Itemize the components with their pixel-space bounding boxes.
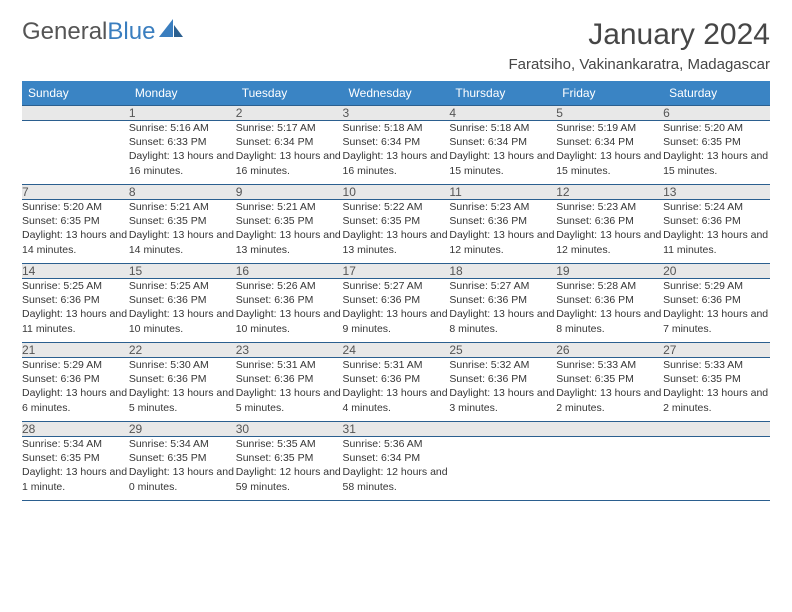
day-detail: Sunrise: 5:24 AMSunset: 6:36 PMDaylight:… xyxy=(663,200,770,264)
day-detail: Sunrise: 5:31 AMSunset: 6:36 PMDaylight:… xyxy=(236,358,343,422)
day-detail: Sunrise: 5:33 AMSunset: 6:35 PMDaylight:… xyxy=(663,358,770,422)
day-number: 26 xyxy=(556,343,663,358)
day-header-row: Sunday Monday Tuesday Wednesday Thursday… xyxy=(22,81,770,106)
day-header: Wednesday xyxy=(343,81,450,106)
day-number: 30 xyxy=(236,422,343,437)
day-detail: Sunrise: 5:34 AMSunset: 6:35 PMDaylight:… xyxy=(129,437,236,501)
day-number: 9 xyxy=(236,185,343,200)
day-number: 6 xyxy=(663,106,770,121)
day-header: Saturday xyxy=(663,81,770,106)
day-detail: Sunrise: 5:28 AMSunset: 6:36 PMDaylight:… xyxy=(556,279,663,343)
day-number: 31 xyxy=(343,422,450,437)
day-detail: Sunrise: 5:29 AMSunset: 6:36 PMDaylight:… xyxy=(22,358,129,422)
day-number xyxy=(449,422,556,437)
day-number: 25 xyxy=(449,343,556,358)
day-number: 5 xyxy=(556,106,663,121)
day-detail xyxy=(449,437,556,501)
day-detail: Sunrise: 5:19 AMSunset: 6:34 PMDaylight:… xyxy=(556,121,663,185)
day-number xyxy=(22,106,129,121)
day-detail: Sunrise: 5:21 AMSunset: 6:35 PMDaylight:… xyxy=(129,200,236,264)
day-detail: Sunrise: 5:34 AMSunset: 6:35 PMDaylight:… xyxy=(22,437,129,501)
day-detail: Sunrise: 5:20 AMSunset: 6:35 PMDaylight:… xyxy=(22,200,129,264)
day-header: Tuesday xyxy=(236,81,343,106)
day-number: 16 xyxy=(236,264,343,279)
day-detail: Sunrise: 5:25 AMSunset: 6:36 PMDaylight:… xyxy=(22,279,129,343)
day-number: 27 xyxy=(663,343,770,358)
logo: GeneralBlue xyxy=(22,18,185,46)
day-number: 20 xyxy=(663,264,770,279)
daynum-row: 78910111213 xyxy=(22,185,770,200)
day-number: 28 xyxy=(22,422,129,437)
day-detail: Sunrise: 5:26 AMSunset: 6:36 PMDaylight:… xyxy=(236,279,343,343)
day-detail xyxy=(556,437,663,501)
day-detail: Sunrise: 5:31 AMSunset: 6:36 PMDaylight:… xyxy=(343,358,450,422)
day-number: 22 xyxy=(129,343,236,358)
day-detail: Sunrise: 5:27 AMSunset: 6:36 PMDaylight:… xyxy=(343,279,450,343)
day-detail xyxy=(22,121,129,185)
calendar-table: Sunday Monday Tuesday Wednesday Thursday… xyxy=(22,81,770,501)
day-number: 13 xyxy=(663,185,770,200)
day-number: 11 xyxy=(449,185,556,200)
detail-row: Sunrise: 5:29 AMSunset: 6:36 PMDaylight:… xyxy=(22,358,770,422)
day-number: 10 xyxy=(343,185,450,200)
day-header: Monday xyxy=(129,81,236,106)
detail-row: Sunrise: 5:25 AMSunset: 6:36 PMDaylight:… xyxy=(22,279,770,343)
day-detail: Sunrise: 5:23 AMSunset: 6:36 PMDaylight:… xyxy=(556,200,663,264)
calendar-body: 123456Sunrise: 5:16 AMSunset: 6:33 PMDay… xyxy=(22,106,770,501)
day-number xyxy=(663,422,770,437)
day-number: 24 xyxy=(343,343,450,358)
daynum-row: 123456 xyxy=(22,106,770,121)
day-detail: Sunrise: 5:36 AMSunset: 6:34 PMDaylight:… xyxy=(343,437,450,501)
detail-row: Sunrise: 5:16 AMSunset: 6:33 PMDaylight:… xyxy=(22,121,770,185)
title-block: January 2024 Faratsiho, Vakinankaratra, … xyxy=(508,18,770,73)
day-number: 1 xyxy=(129,106,236,121)
day-header: Sunday xyxy=(22,81,129,106)
month-title: January 2024 xyxy=(508,18,770,52)
day-number: 4 xyxy=(449,106,556,121)
day-number xyxy=(556,422,663,437)
detail-row: Sunrise: 5:20 AMSunset: 6:35 PMDaylight:… xyxy=(22,200,770,264)
day-number: 2 xyxy=(236,106,343,121)
logo-sail-icon xyxy=(159,18,185,46)
daynum-row: 14151617181920 xyxy=(22,264,770,279)
day-detail: Sunrise: 5:33 AMSunset: 6:35 PMDaylight:… xyxy=(556,358,663,422)
day-detail: Sunrise: 5:29 AMSunset: 6:36 PMDaylight:… xyxy=(663,279,770,343)
day-number: 19 xyxy=(556,264,663,279)
day-number: 8 xyxy=(129,185,236,200)
day-number: 14 xyxy=(22,264,129,279)
daynum-row: 21222324252627 xyxy=(22,343,770,358)
day-detail: Sunrise: 5:27 AMSunset: 6:36 PMDaylight:… xyxy=(449,279,556,343)
day-detail: Sunrise: 5:17 AMSunset: 6:34 PMDaylight:… xyxy=(236,121,343,185)
day-header: Thursday xyxy=(449,81,556,106)
day-number: 18 xyxy=(449,264,556,279)
day-number: 23 xyxy=(236,343,343,358)
day-detail: Sunrise: 5:18 AMSunset: 6:34 PMDaylight:… xyxy=(343,121,450,185)
day-detail: Sunrise: 5:18 AMSunset: 6:34 PMDaylight:… xyxy=(449,121,556,185)
day-header: Friday xyxy=(556,81,663,106)
daynum-row: 28293031 xyxy=(22,422,770,437)
day-detail: Sunrise: 5:22 AMSunset: 6:35 PMDaylight:… xyxy=(343,200,450,264)
header: GeneralBlue January 2024 Faratsiho, Vaki… xyxy=(22,18,770,73)
day-detail: Sunrise: 5:20 AMSunset: 6:35 PMDaylight:… xyxy=(663,121,770,185)
location: Faratsiho, Vakinankaratra, Madagascar xyxy=(508,56,770,73)
day-number: 29 xyxy=(129,422,236,437)
day-number: 17 xyxy=(343,264,450,279)
day-number: 7 xyxy=(22,185,129,200)
day-detail: Sunrise: 5:32 AMSunset: 6:36 PMDaylight:… xyxy=(449,358,556,422)
day-detail: Sunrise: 5:23 AMSunset: 6:36 PMDaylight:… xyxy=(449,200,556,264)
day-detail: Sunrise: 5:16 AMSunset: 6:33 PMDaylight:… xyxy=(129,121,236,185)
day-detail: Sunrise: 5:35 AMSunset: 6:35 PMDaylight:… xyxy=(236,437,343,501)
day-number: 12 xyxy=(556,185,663,200)
logo-text-2: Blue xyxy=(107,18,155,46)
day-number: 21 xyxy=(22,343,129,358)
day-detail: Sunrise: 5:25 AMSunset: 6:36 PMDaylight:… xyxy=(129,279,236,343)
day-number: 15 xyxy=(129,264,236,279)
day-detail: Sunrise: 5:30 AMSunset: 6:36 PMDaylight:… xyxy=(129,358,236,422)
day-detail xyxy=(663,437,770,501)
day-number: 3 xyxy=(343,106,450,121)
logo-text-1: General xyxy=(22,18,107,46)
day-detail: Sunrise: 5:21 AMSunset: 6:35 PMDaylight:… xyxy=(236,200,343,264)
detail-row: Sunrise: 5:34 AMSunset: 6:35 PMDaylight:… xyxy=(22,437,770,501)
